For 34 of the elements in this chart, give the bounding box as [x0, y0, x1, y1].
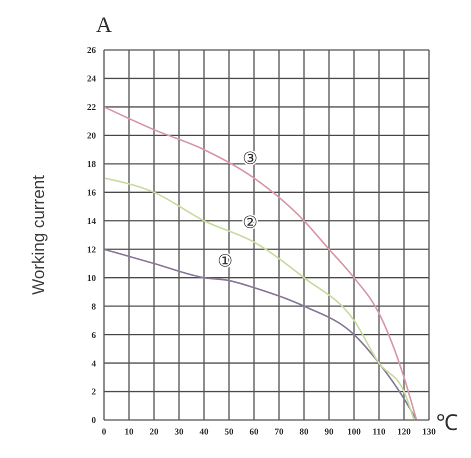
y-tick-label: 2: [92, 386, 96, 397]
x-tick-label: 80: [300, 426, 309, 436]
y-tick-label: 10: [87, 272, 96, 283]
y-axis-title: Working current: [29, 174, 48, 295]
y-tick-label: 0: [92, 415, 96, 426]
y-tick-label: 4: [92, 358, 96, 368]
x-tick-label: 0: [102, 426, 107, 436]
x-tick-label: 110: [372, 426, 386, 436]
x-tick-label: 90: [324, 426, 334, 436]
x-tick-label: 100: [347, 426, 362, 436]
y-tick-label: 24: [87, 74, 96, 84]
y-tick-label: 20: [87, 130, 96, 141]
y-tick-label: 22: [87, 102, 96, 112]
x-tick-label: 40: [200, 426, 209, 436]
y-tick-label: 26: [87, 45, 96, 56]
line-series: [104, 177, 415, 420]
x-tick-label: 60: [250, 426, 259, 436]
line-series: [104, 106, 418, 420]
y-tick-label: 8: [92, 301, 96, 312]
x-tick-label: 70: [274, 426, 284, 436]
x-axis-title: ℃: [436, 409, 458, 436]
y-tick-label: 6: [92, 330, 96, 340]
y-tick-label: 18: [87, 159, 96, 170]
x-tick-label: 50: [224, 426, 234, 436]
line-series: [104, 248, 418, 420]
x-tick-label: 10: [124, 426, 134, 436]
x-tick-label: 30: [174, 426, 184, 436]
x-tick-label: 120: [397, 426, 412, 436]
y-tick-label: 12: [87, 244, 96, 254]
y-tick-label: 16: [87, 188, 96, 198]
x-tick-label: 20: [150, 426, 159, 436]
text: A: [96, 12, 112, 38]
y-tick-label: 14: [87, 216, 96, 226]
x-tick-label: 130: [422, 426, 436, 436]
